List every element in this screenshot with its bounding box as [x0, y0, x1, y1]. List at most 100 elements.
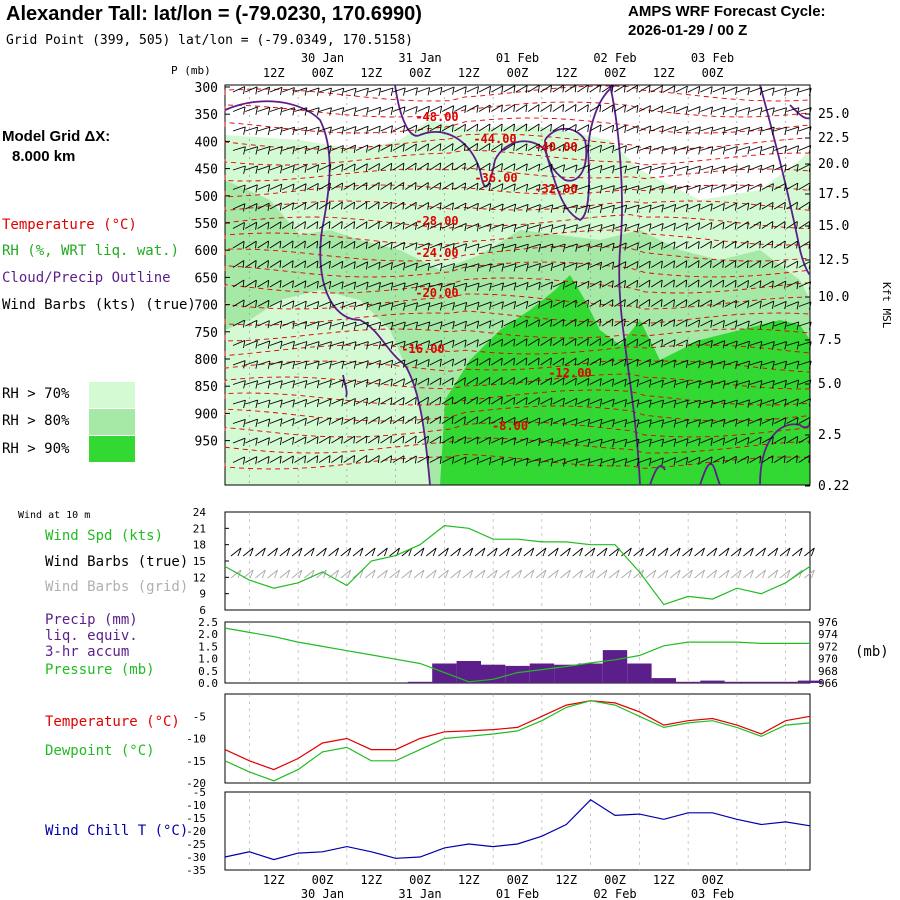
wind-barb [331, 379, 345, 388]
pressure-tick-label: 650 [195, 271, 218, 286]
wind-barb [454, 263, 468, 272]
wind-barb [675, 319, 688, 328]
cloud-outline [544, 127, 588, 182]
wind-barb [773, 240, 786, 249]
wind-barb [281, 455, 294, 464]
wind-barb [577, 204, 591, 214]
wind-barb [429, 86, 443, 96]
wind-barb [355, 435, 368, 444]
wind-barb [503, 396, 516, 405]
wind-barb [663, 379, 677, 388]
windchill-tick: -10 [186, 799, 206, 812]
wind-barb [712, 299, 725, 308]
wind-barb [614, 358, 627, 367]
wind-barb [724, 183, 738, 193]
surface-wind-barb [560, 547, 571, 557]
wind-barb [626, 165, 640, 174]
legend-rh90: RH > 90% [2, 441, 70, 457]
wind-barb [306, 341, 320, 350]
pressure-tick-label: 950 [195, 435, 218, 450]
wind-barb [638, 204, 652, 213]
wind-barb [306, 280, 319, 289]
wind-barb [392, 416, 405, 424]
wind-barb [429, 143, 442, 152]
wind-barb [700, 222, 713, 230]
precip-bar [505, 665, 530, 683]
wind-barb [454, 282, 468, 292]
wind-barb [503, 123, 515, 132]
top-date-label: 03 Feb [691, 51, 734, 65]
wind-barb [392, 302, 406, 311]
wind-barb [392, 106, 406, 115]
wind-barb [687, 279, 700, 288]
wind-barb [724, 221, 737, 230]
wind-barb [577, 299, 590, 308]
pressure-tick-label: 300 [195, 81, 218, 96]
wind-barb [343, 144, 357, 153]
wind-barb [318, 107, 332, 116]
surface-wind-barb [621, 547, 632, 557]
wind-barb [675, 379, 689, 389]
wind-barb [515, 338, 528, 347]
wind-barb [331, 455, 343, 463]
temperature-contour-label: -12.00 [548, 366, 591, 380]
wind-barb [257, 418, 271, 427]
wind-barb [761, 240, 774, 249]
wind-barb [491, 263, 505, 272]
wind-barb [503, 104, 516, 113]
wind-barb [626, 84, 639, 93]
wind-barb [466, 86, 479, 95]
wind-barb [540, 338, 552, 346]
wind-barb [454, 162, 466, 171]
wind-speed-tick: 21 [193, 522, 206, 535]
wind-barb [318, 321, 332, 330]
precip-bar [456, 661, 481, 683]
wind-barb [651, 457, 664, 466]
wind-barb [429, 262, 443, 272]
wind-barb [774, 379, 787, 389]
wind-barb [478, 416, 491, 425]
wind-barb [552, 123, 565, 132]
wind-barb [269, 320, 283, 329]
wind-barb [368, 359, 381, 369]
wind-barb [417, 202, 430, 210]
wind-barb [786, 417, 799, 426]
wind-barb [687, 241, 700, 249]
wind-barb [417, 435, 429, 444]
wind-barb [405, 106, 418, 115]
wind-barb [651, 204, 664, 213]
wind-barb [700, 126, 714, 135]
pressure-tick-label: 850 [195, 380, 218, 395]
wind-barb [528, 300, 541, 309]
wind-barb [503, 319, 516, 328]
wind-barb [466, 223, 480, 232]
wind-barb [564, 458, 578, 467]
wind-barb [552, 377, 565, 386]
wind-barb [675, 85, 688, 94]
wind-barb [380, 125, 393, 134]
precip-tick: 1.0 [198, 653, 218, 666]
model-grid-label: Model Grid ΔX: [2, 128, 111, 145]
wind-barb [491, 163, 503, 171]
wind-barb [749, 145, 763, 155]
wind-barb [724, 240, 737, 249]
wind-barb [675, 339, 688, 348]
surface-wind-barb [462, 547, 474, 557]
wind-barb [528, 243, 542, 253]
grid-wind-barb [499, 569, 510, 579]
wind-barb [749, 183, 762, 192]
wind-barb [786, 126, 800, 135]
cloud-outline [759, 84, 811, 276]
wind-barb [269, 221, 282, 230]
wind-barb [392, 397, 405, 405]
wind-barb [306, 183, 319, 192]
bottom-date-label: 31 Jan [398, 887, 441, 900]
station-title: Alexander Tall: lat/lon = (-79.0230, 170… [6, 3, 422, 25]
wind-barb [392, 321, 406, 331]
wind-barb [663, 241, 676, 250]
wind-barb [614, 165, 628, 174]
wind-barb [638, 105, 651, 114]
wind-barb [515, 263, 529, 272]
wind-barb [552, 417, 566, 427]
